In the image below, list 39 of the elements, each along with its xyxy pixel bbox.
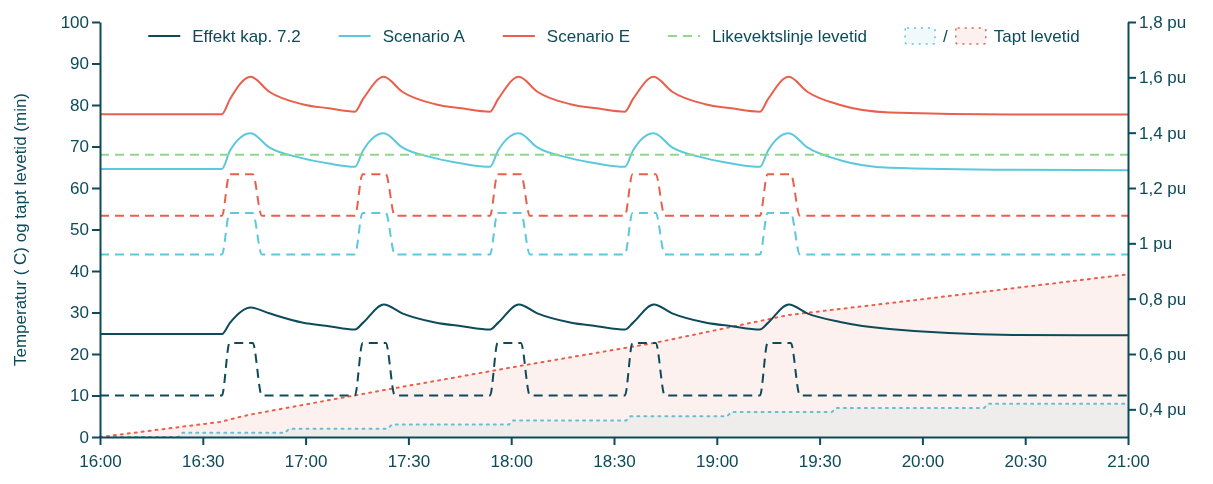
x-tick-label: 20:30 bbox=[1004, 451, 1047, 471]
y-tick-label: 10 bbox=[70, 386, 89, 406]
x-tick-label: 20:00 bbox=[901, 451, 945, 471]
y-tick-label: 30 bbox=[70, 303, 89, 323]
y-tick-label: 80 bbox=[70, 95, 89, 115]
y2-tick-label: 0,4 pu bbox=[1139, 400, 1187, 420]
y-axis-title: Temperatur ( C) og tapt levetid (min) bbox=[11, 92, 30, 367]
y-tick-label: 70 bbox=[70, 137, 89, 157]
legend-label: Effekt kap. 7.2 bbox=[192, 27, 301, 46]
x-tick-label: 16:00 bbox=[79, 451, 122, 471]
y2-tick-label: 1,6 pu bbox=[1139, 68, 1187, 88]
y2-tick-label: 1,2 pu bbox=[1139, 178, 1187, 198]
y-tick-label: 60 bbox=[70, 178, 89, 198]
x-tick-label: 19:30 bbox=[798, 451, 842, 471]
y2-tick-label: 1,8 pu bbox=[1139, 12, 1187, 32]
x-tick-label: 18:00 bbox=[490, 451, 533, 471]
y2-tick-label: 0,6 pu bbox=[1139, 344, 1187, 364]
x-tick-label: 17:00 bbox=[284, 451, 328, 471]
x-tick-label: 18:30 bbox=[593, 451, 636, 471]
y-tick-label: 100 bbox=[60, 12, 89, 32]
y2-tick-label: 1,4 pu bbox=[1139, 123, 1187, 143]
line-series bbox=[99, 132, 1129, 172]
y2-tick-label: 0,8 pu bbox=[1139, 289, 1187, 309]
legend-label: Tapt levetid bbox=[993, 27, 1080, 46]
y-tick-label: 40 bbox=[70, 261, 89, 281]
legend-label: / bbox=[943, 27, 949, 46]
line-series bbox=[99, 75, 1129, 116]
y-tick-label: 0 bbox=[79, 427, 89, 447]
y-tick-label: 90 bbox=[70, 54, 89, 74]
x-tick-label: 21:00 bbox=[1107, 451, 1150, 471]
legend-label: Scenario E bbox=[546, 27, 631, 46]
x-tick-label: 16:30 bbox=[182, 451, 225, 471]
y-tick-label: 50 bbox=[70, 220, 89, 240]
y-tick-label: 20 bbox=[70, 344, 89, 364]
x-tick-label: 19:00 bbox=[696, 451, 739, 471]
y2-tick-label: 1 pu bbox=[1139, 234, 1173, 254]
legend-label: Likevektslinje levetid bbox=[712, 27, 868, 46]
x-tick-label: 17:30 bbox=[387, 451, 431, 471]
legend-label: Scenario A bbox=[382, 27, 466, 46]
